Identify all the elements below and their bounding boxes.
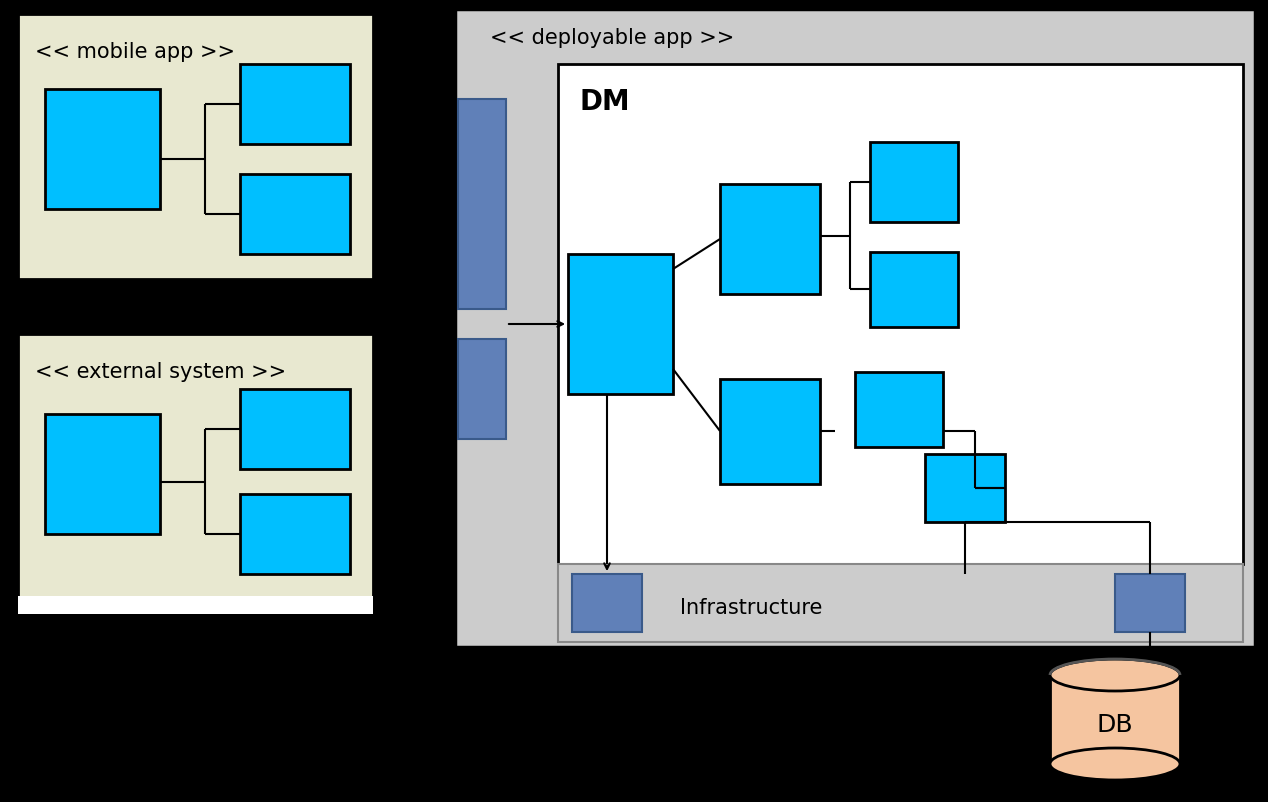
Text: << mobile app >>: << mobile app >>	[36, 42, 235, 62]
Bar	[240, 175, 350, 255]
Bar	[720, 379, 820, 484]
Text: DM: DM	[579, 88, 630, 115]
Bar	[924, 455, 1006, 522]
Bar	[18, 334, 373, 599]
Bar	[1115, 574, 1186, 632]
Bar	[240, 390, 350, 469]
Bar	[720, 184, 820, 294]
Bar	[44, 90, 160, 210]
Bar	[18, 596, 373, 614]
Text: DB: DB	[1097, 713, 1134, 736]
Text: << external system >>: << external system >>	[36, 362, 287, 382]
Bar	[870, 253, 959, 327]
Bar	[44, 415, 160, 534]
Text: << deployable app >>: << deployable app >>	[489, 28, 734, 48]
Bar	[458, 339, 506, 439]
Ellipse shape	[1050, 659, 1181, 691]
Text: Infrastructure: Infrastructure	[680, 597, 823, 618]
Bar	[1050, 675, 1181, 764]
Bar	[855, 373, 943, 448]
Bar	[240, 65, 350, 145]
Bar	[455, 10, 1255, 647]
Bar	[18, 15, 373, 280]
Ellipse shape	[1050, 748, 1181, 780]
Bar	[870, 143, 959, 223]
Bar	[558, 565, 1243, 642]
Bar	[458, 100, 506, 310]
Bar	[240, 494, 350, 574]
Bar	[572, 574, 642, 632]
Bar	[568, 255, 673, 395]
Bar	[558, 65, 1243, 565]
